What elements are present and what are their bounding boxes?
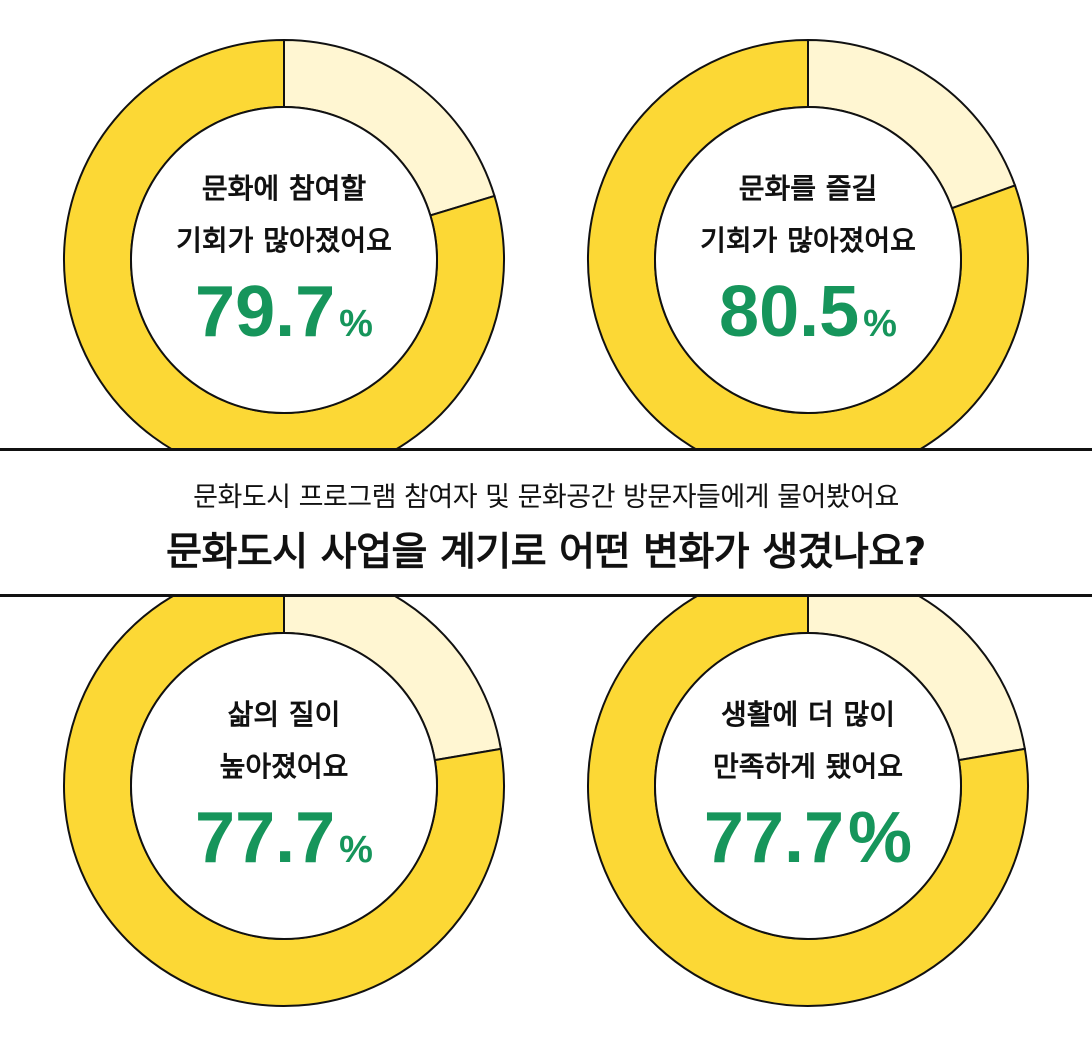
percent-unit: % <box>863 303 897 345</box>
chart-label-line: 문화를 즐길 <box>739 172 878 205</box>
donut-hole <box>130 632 438 940</box>
survey-question-title: 문화도시 사업을 계기로 어떤 변화가 생겼나요? <box>166 530 926 575</box>
chart-label-line: 생활에 더 많이 <box>721 698 895 731</box>
question-band: 문화도시 프로그램 참여자 및 문화공간 방문자들에게 물어봤어요 문화도시 사… <box>0 448 1092 597</box>
percent-number: 77.7 <box>195 798 335 878</box>
percent-value: 77.7% <box>704 798 912 878</box>
donut-hole <box>130 106 438 414</box>
chart-label-line: 삶의 질이 <box>228 698 341 731</box>
percent-value: 80.5% <box>719 272 897 352</box>
percent-unit: % <box>339 829 373 871</box>
chart-label-line: 기회가 많아졌어요 <box>700 224 916 257</box>
chart-label-line: 만족하게 됐어요 <box>713 750 903 783</box>
percent-number: 79.7 <box>195 272 335 352</box>
percent-value: 79.7% <box>195 272 373 352</box>
donut-hole <box>654 632 962 940</box>
donut-hole <box>654 106 962 414</box>
percent-number: 77.7 <box>704 798 844 878</box>
chart-label-line: 문화에 참여할 <box>202 172 367 205</box>
survey-subtitle: 문화도시 프로그램 참여자 및 문화공간 방문자들에게 물어봤어요 <box>193 482 899 513</box>
percent-value: 77.7% <box>195 798 373 878</box>
percent-unit: % <box>848 798 912 878</box>
percent-unit: % <box>339 303 373 345</box>
chart-label-line: 높아졌어요 <box>220 750 349 783</box>
percent-number: 80.5 <box>719 272 859 352</box>
chart-label-line: 기회가 많아졌어요 <box>176 224 392 257</box>
